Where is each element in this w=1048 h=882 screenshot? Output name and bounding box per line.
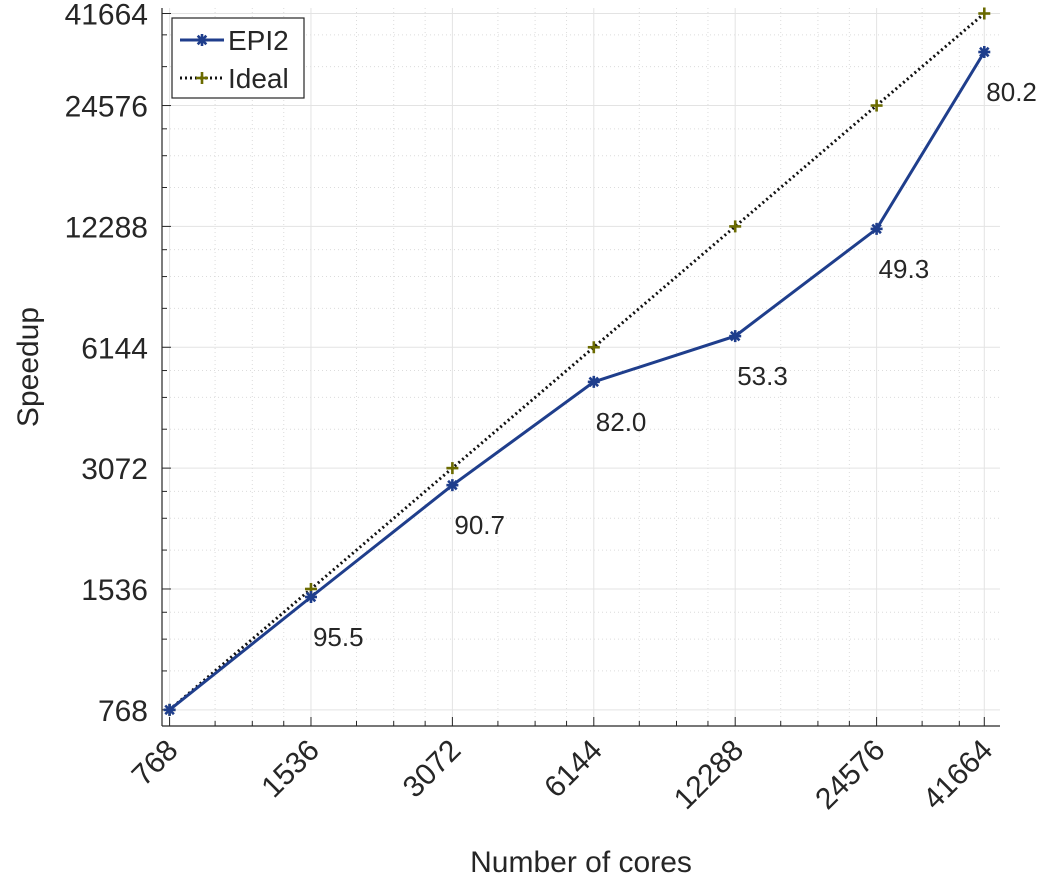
x-tick-label: 41664 <box>917 734 999 816</box>
x-tick-label: 1536 <box>255 734 326 805</box>
data-point-ideal <box>729 220 742 233</box>
legend: EPI2 Ideal <box>171 17 305 99</box>
data-point-epi2 <box>729 330 742 343</box>
marker-stroke <box>588 376 600 388</box>
y-tick-label: 1536 <box>81 574 148 607</box>
data-point-epi2 <box>587 375 600 388</box>
legend-label-epi2: EPI2 <box>228 25 289 56</box>
data-point-ideal <box>978 7 991 20</box>
marker-stroke <box>979 46 990 58</box>
series-layer <box>163 7 991 716</box>
data-labels: 95.5 90.7 82.0 53.3 49.3 80.2 <box>313 77 1037 652</box>
data-label: 95.5 <box>313 622 364 652</box>
y-tick-label: 12288 <box>65 211 148 244</box>
data-point-ideal <box>587 341 600 354</box>
legend-box <box>171 17 305 99</box>
data-point-ideal <box>446 462 459 475</box>
data-point-epi2 <box>978 45 991 58</box>
y-axis-ticks: 768 1536 3072 6144 12288 24576 41664 <box>65 0 171 728</box>
legend-marker-ideal <box>196 72 208 84</box>
data-label: 90.7 <box>454 510 505 540</box>
marker-stroke <box>447 479 458 491</box>
data-label: 82.0 <box>596 407 647 437</box>
x-axis-ticks: 768 1536 3072 6144 12288 24576 41664 <box>126 717 999 816</box>
y-tick-label: 24576 <box>65 91 148 124</box>
x-axis-title: Number of cores <box>470 846 692 879</box>
axes-frame <box>161 8 1000 727</box>
data-label: 53.3 <box>737 361 788 391</box>
x-tick-label: 12288 <box>668 734 750 816</box>
marker-stroke <box>164 704 175 716</box>
data-point-ideal <box>870 99 883 112</box>
y-tick-label: 3072 <box>81 453 148 486</box>
data-label: 80.2 <box>986 77 1037 107</box>
y-axis-title: Speedup <box>12 307 45 427</box>
data-point-epi2 <box>163 703 176 716</box>
legend-label-ideal: Ideal <box>228 63 289 94</box>
data-point-epi2 <box>304 590 317 603</box>
marker-stroke <box>305 591 317 603</box>
x-tick-label: 3072 <box>397 734 468 805</box>
y-tick-label: 768 <box>98 695 148 728</box>
x-tick-label: 24576 <box>809 734 891 816</box>
marker-stroke <box>729 330 741 342</box>
major-grid <box>162 8 1000 726</box>
y-tick-label: 6144 <box>81 332 148 365</box>
plot-area <box>162 8 1000 726</box>
legend-item-ideal: Ideal <box>180 63 289 94</box>
legend-item-epi2: EPI2 <box>180 25 289 56</box>
marker-stroke <box>196 34 208 46</box>
marker-stroke <box>871 223 882 235</box>
data-point-epi2 <box>870 222 883 235</box>
x-tick-label: 6144 <box>538 734 609 805</box>
x-tick-label: 768 <box>126 734 185 793</box>
y-tick-label: 41664 <box>65 0 148 32</box>
data-point-epi2 <box>446 479 459 492</box>
minor-grid <box>162 8 1000 726</box>
legend-marker-epi2 <box>196 34 208 46</box>
data-label: 49.3 <box>879 254 930 284</box>
